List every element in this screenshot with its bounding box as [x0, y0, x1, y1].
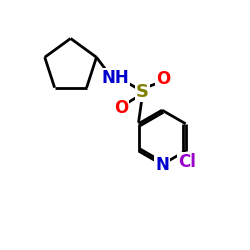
Text: O: O — [156, 70, 170, 88]
Text: N: N — [155, 156, 169, 174]
Text: O: O — [114, 99, 128, 117]
Text: Cl: Cl — [178, 153, 196, 171]
Text: NH: NH — [101, 69, 129, 87]
Text: S: S — [136, 82, 149, 100]
